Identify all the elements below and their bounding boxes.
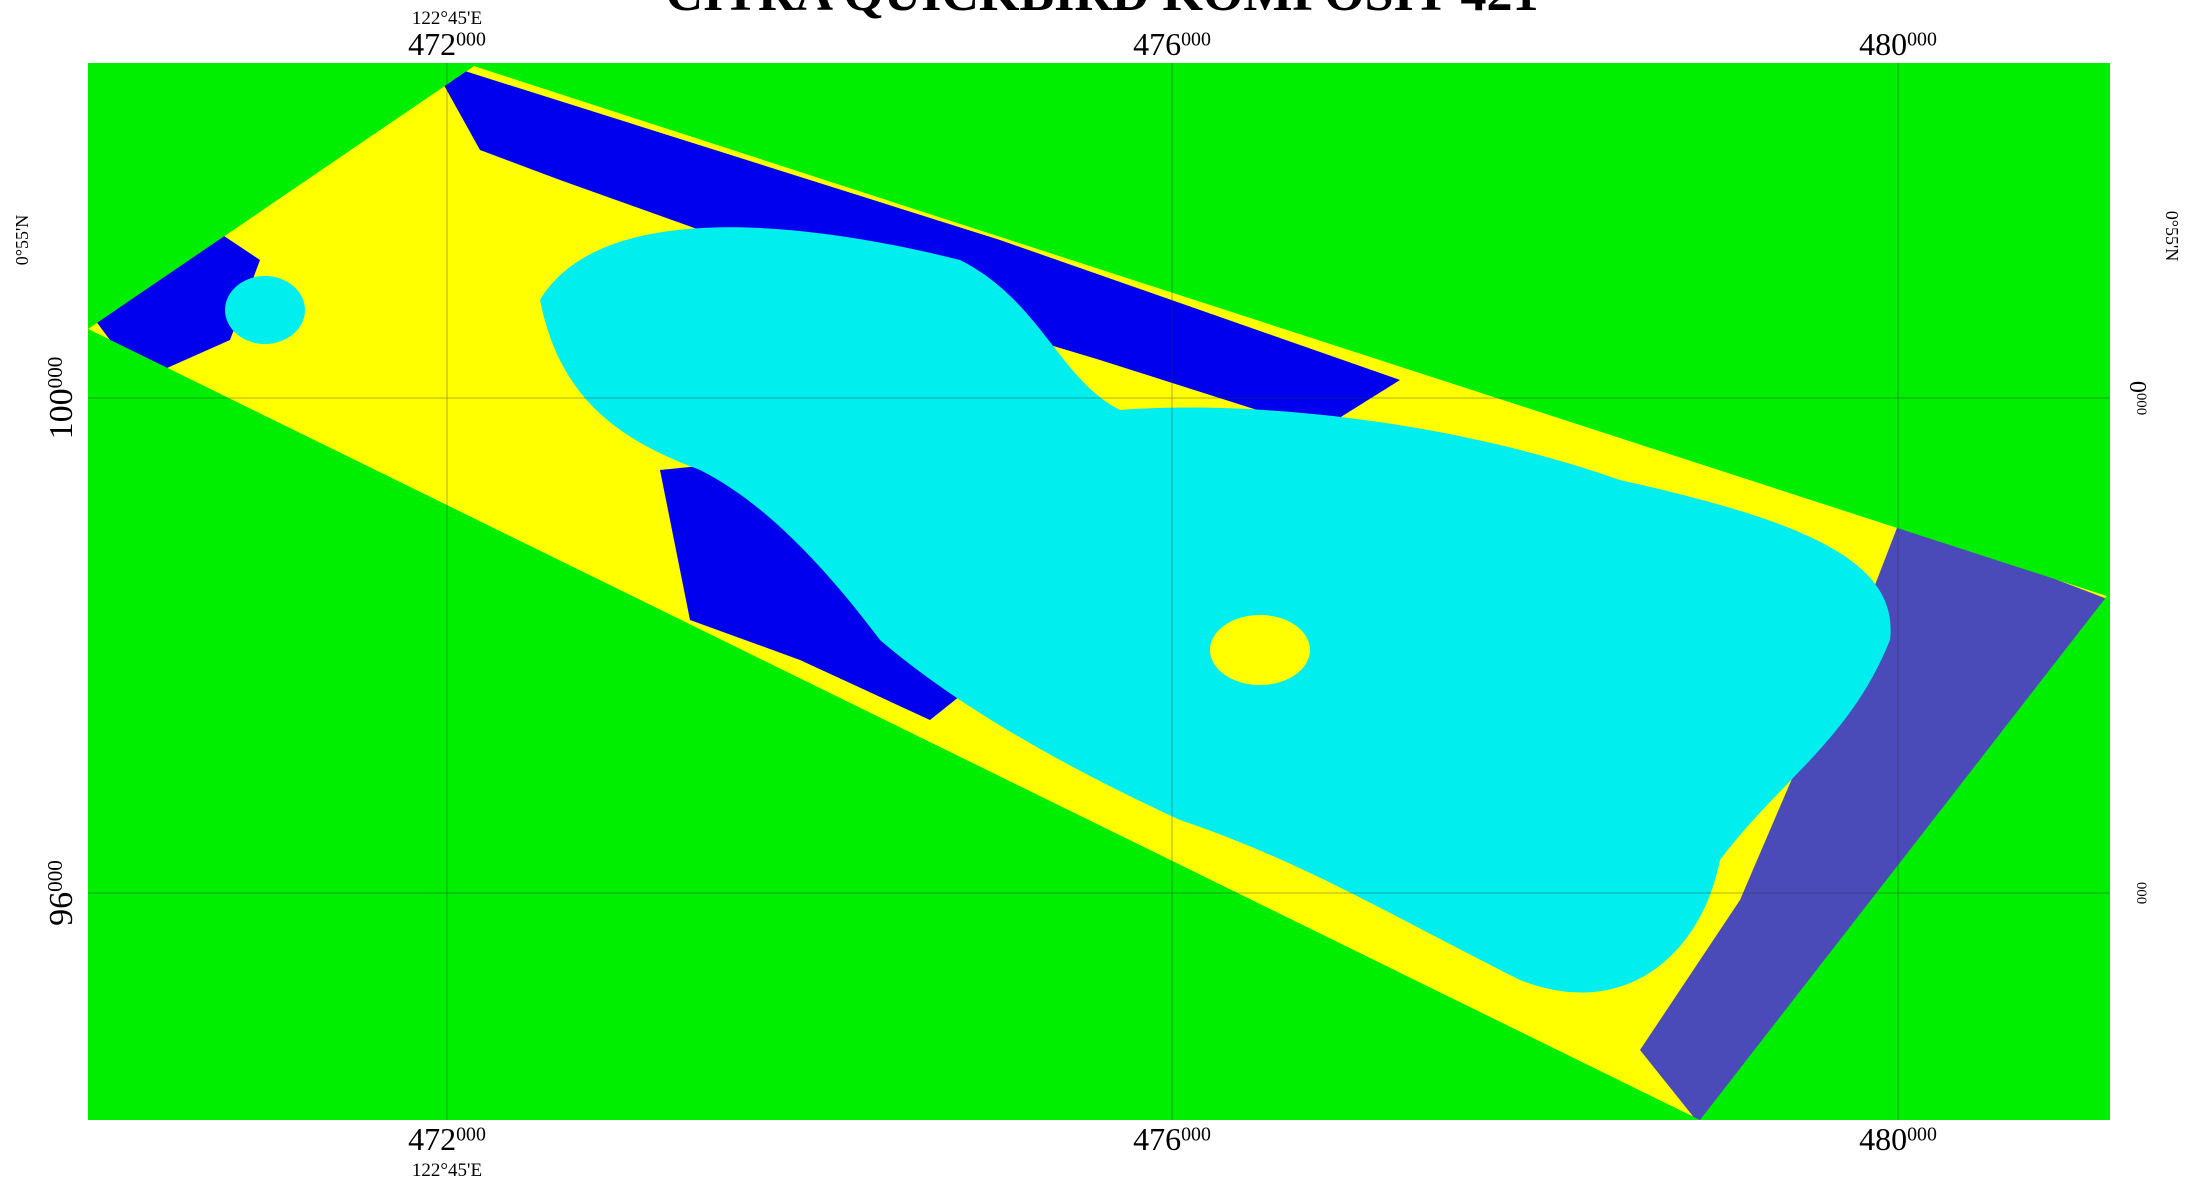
label-main: 96 — [43, 892, 80, 926]
coordinate-label: 000 — [2133, 882, 2149, 904]
label-main: 476 — [1133, 26, 1181, 62]
coordinate-label: 100000 — [43, 357, 80, 440]
label-main: 476 — [1133, 1121, 1181, 1157]
label-sup: 000 — [43, 357, 67, 389]
coordinate-label: 96000 — [43, 860, 80, 926]
map-figure: CITRA QUICKBIRD KOMPOSIT 421 122°45'E122… — [0, 0, 2188, 1182]
label-sup: 000 — [1181, 1123, 1211, 1145]
coordinate-label: 472000 — [408, 1121, 486, 1157]
label-main: 472 — [408, 26, 456, 62]
coordinate-label: 0000 — [2124, 381, 2150, 415]
latitude-label: 0°55'N — [12, 215, 32, 265]
longitude-label: 122°45'E — [412, 1160, 482, 1181]
label-sup: 000 — [1907, 1123, 1937, 1145]
label-main: 0 — [2124, 381, 2150, 393]
latitude-label: 0°55'N — [2162, 211, 2182, 261]
label-main: 100 — [43, 388, 80, 439]
label-main: 480 — [1859, 1121, 1907, 1157]
label-sup: 000 — [456, 28, 486, 50]
label-sup: 000 — [2133, 882, 2149, 904]
label-sup: 000 — [1907, 28, 1937, 50]
label-sup: 000 — [1181, 28, 1211, 50]
map-title: CITRA QUICKBIRD KOMPOSIT 421 — [665, 0, 1538, 22]
label-sup: 000 — [43, 860, 67, 892]
label-main: 480 — [1859, 26, 1907, 62]
coordinate-label: 480000 — [1859, 26, 1937, 62]
coordinate-label: 472000 — [408, 26, 486, 62]
coordinate-label: 476000 — [1133, 1121, 1211, 1157]
label-sup: 000 — [2133, 393, 2149, 415]
label-main: 472 — [408, 1121, 456, 1157]
label-sup: 000 — [456, 1123, 486, 1145]
coordinate-label: 476000 — [1133, 26, 1211, 62]
coordinate-label: 480000 — [1859, 1121, 1937, 1157]
